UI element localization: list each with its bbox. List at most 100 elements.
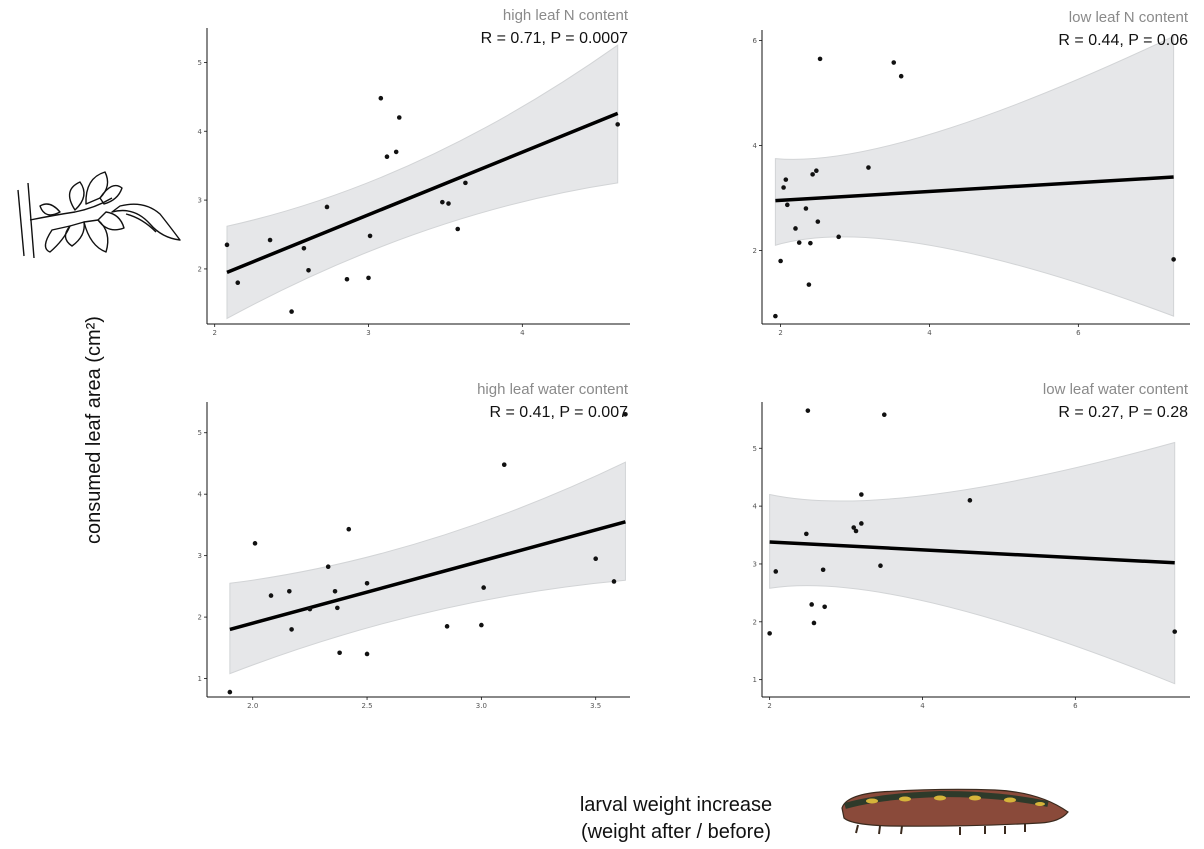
data-point [332, 588, 338, 594]
y-tick-label: 3 [753, 560, 757, 568]
data-point [815, 219, 821, 224]
data-point [822, 604, 827, 610]
data-point [227, 689, 233, 695]
y-tick-label: 1 [198, 675, 202, 683]
data-point [307, 606, 313, 612]
data-point [773, 569, 779, 574]
data-point [593, 556, 599, 562]
data-point [396, 115, 402, 120]
y-axis-label: consumed leaf area (cm²) [83, 316, 105, 544]
data-point [267, 237, 273, 243]
data-point [444, 624, 450, 629]
x-tick-label: 2 [212, 329, 216, 337]
x-tick-label: 3.5 [590, 702, 601, 710]
panel-4: 1 2 3 4 5 2 4 6 low leaf water content R = 0.27, … [753, 381, 1190, 710]
data-point [446, 201, 451, 206]
panel-title: low leaf N content [1069, 9, 1189, 26]
data-point [463, 180, 468, 186]
x-tick-label: 6 [1076, 329, 1081, 337]
x-tick-label: 4 [920, 702, 925, 710]
y-tick-label: 4 [753, 142, 758, 150]
data-point [366, 275, 371, 281]
data-point [479, 622, 484, 628]
data-point [325, 564, 331, 570]
data-point [346, 526, 352, 532]
y-tick-label: 5 [753, 445, 757, 453]
data-point [783, 177, 789, 182]
panel-stat: R = 0.44, P = 0.06 [1058, 32, 1188, 49]
data-point [820, 567, 826, 573]
data-point [805, 408, 811, 413]
data-point [859, 492, 864, 497]
regression-line [769, 540, 1175, 565]
x-axis-label-line2: (weight after / before) [581, 821, 771, 843]
panel-title: high leaf N content [503, 7, 629, 24]
data-point [287, 588, 292, 594]
data-point [810, 172, 815, 177]
data-point [881, 412, 887, 418]
y-tick-label: 3 [198, 552, 202, 560]
data-point [367, 233, 373, 239]
data-point [384, 154, 390, 160]
data-point [615, 122, 620, 127]
y-tick-label: 1 [753, 676, 757, 684]
panel-3: 1 2 3 4 5 2.0 2.5 3.0 3.5 high leaf water content… [198, 381, 630, 710]
data-point [898, 73, 904, 79]
x-tick-label: 6 [1073, 702, 1078, 710]
y-tick-label: 5 [198, 59, 202, 67]
data-point [440, 199, 445, 205]
data-point [393, 149, 399, 155]
data-point [781, 185, 786, 190]
y-tick-label: 4 [753, 503, 758, 511]
x-tick-label: 2 [778, 329, 782, 337]
data-point [967, 498, 973, 503]
data-point [785, 202, 790, 208]
y-tick-label: 4 [198, 128, 203, 136]
x-tick-label: 4 [520, 329, 525, 337]
data-point [817, 56, 823, 62]
data-point [224, 242, 230, 248]
data-point [364, 581, 370, 586]
data-point [793, 226, 798, 231]
confidence-band [226, 44, 619, 320]
data-point [809, 602, 814, 607]
panel-2: 2 4 6 2 4 6 low leaf N content R = 0.44, P = 0.… [753, 9, 1190, 337]
data-point [814, 168, 819, 173]
data-point [501, 462, 507, 467]
regression-line [229, 520, 626, 632]
regression-line [226, 111, 619, 274]
data-point [804, 531, 809, 537]
data-point [853, 528, 859, 534]
caterpillar-icon [841, 788, 1069, 835]
y-tick-label: 2 [198, 614, 202, 622]
data-point [866, 165, 871, 170]
data-point [335, 605, 340, 611]
data-point [611, 579, 617, 584]
data-point [806, 282, 812, 287]
data-point [324, 204, 330, 210]
data-point [455, 226, 461, 232]
panel-stat: R = 0.27, P = 0.28 [1058, 404, 1188, 421]
data-point [808, 240, 813, 246]
data-point [268, 593, 274, 598]
data-point [859, 521, 864, 526]
data-point [767, 631, 772, 636]
data-point [1172, 629, 1178, 634]
data-point [851, 525, 857, 530]
confidence-band [229, 461, 626, 675]
data-point [481, 585, 486, 590]
x-axis-label-line1: larval weight increase [580, 794, 772, 816]
data-point [235, 280, 241, 285]
data-point [796, 240, 802, 245]
data-point [778, 258, 783, 264]
y-tick-label: 4 [198, 491, 203, 499]
data-point [337, 650, 342, 656]
data-point [378, 95, 384, 101]
data-point [1171, 257, 1176, 262]
data-point [344, 276, 350, 282]
confidence-band [774, 35, 1175, 317]
y-tick-label: 2 [198, 265, 202, 273]
data-point [773, 313, 778, 319]
data-point [301, 245, 307, 251]
